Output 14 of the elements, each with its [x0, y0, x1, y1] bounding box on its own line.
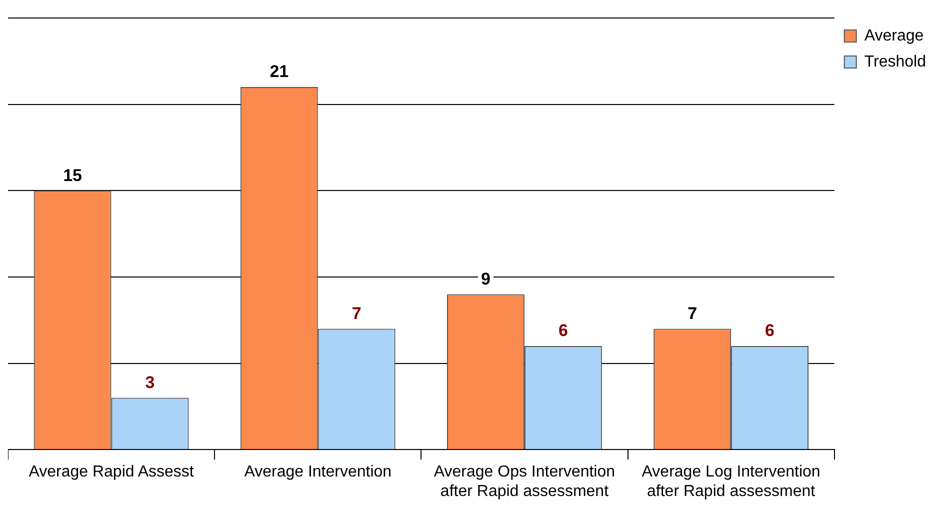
x-tick-label: Average Intervention: [244, 464, 392, 481]
data-label: 15: [63, 166, 82, 185]
data-label: 9: [480, 269, 490, 288]
data-label: 6: [558, 321, 568, 340]
data-label: 7: [688, 304, 698, 323]
x-tick-label: Average Log Intervention after Rapid assessment: [642, 464, 820, 500]
x-tick-label: Average Ops Intervention after Rapid assessment: [434, 464, 616, 500]
data-label: 7: [352, 304, 362, 323]
legend-label: Treshold: [864, 53, 926, 70]
x-tick-label: Average Rapid Assesst: [28, 464, 194, 481]
legend-label: Average: [864, 27, 924, 44]
data-label: 21: [270, 62, 289, 82]
data-label: 6: [765, 321, 775, 340]
data-label: 3: [145, 372, 155, 392]
